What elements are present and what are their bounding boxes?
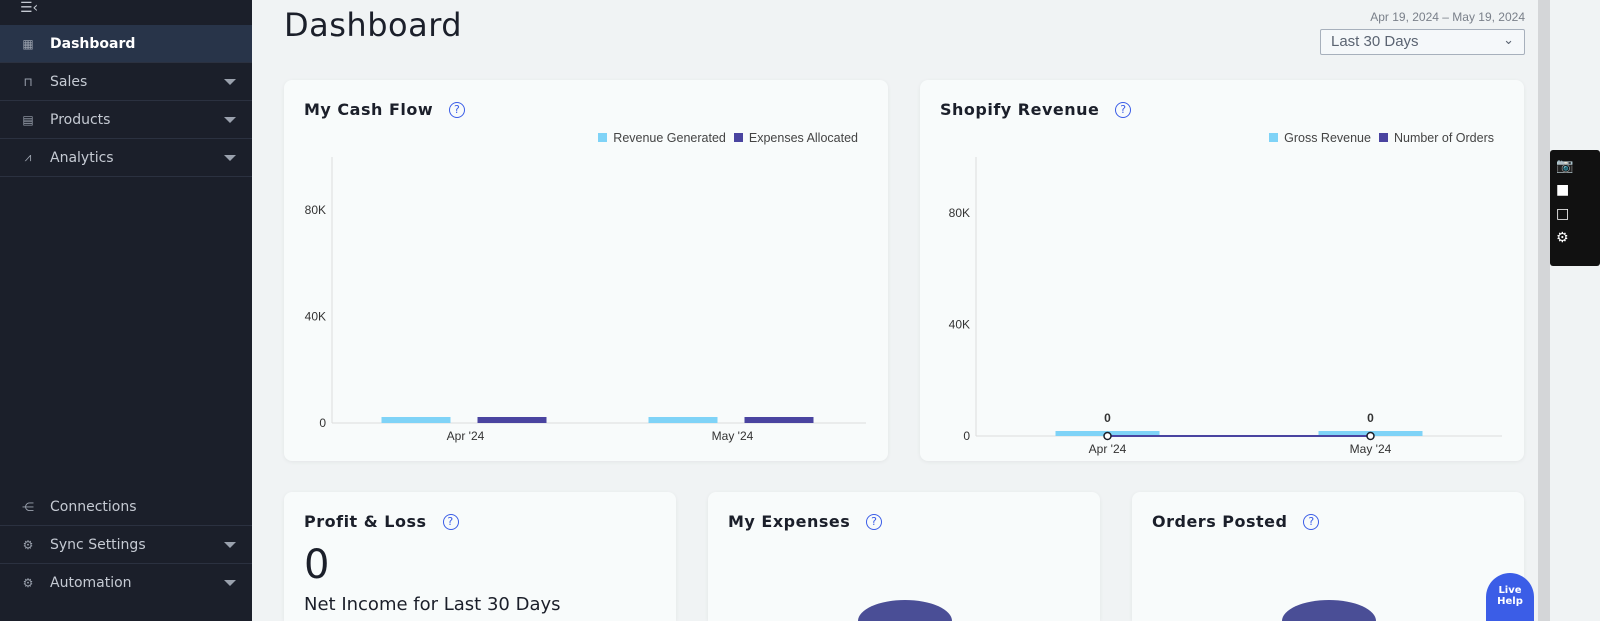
box-icon: ▤: [22, 112, 34, 127]
y-tick-label: 80K: [305, 203, 326, 217]
sidebar-item-automation[interactable]: ⚙ Automation: [0, 564, 252, 602]
bag-icon: ⊓: [23, 74, 33, 89]
y-tick-label: 0: [963, 429, 970, 443]
grid-icon: ▦: [22, 36, 34, 51]
sidebar-item-sync-settings[interactable]: ⚙ Sync Settings: [0, 526, 252, 564]
caret-down-icon: [224, 541, 236, 548]
net-income-label: Net Income for Last 30 Days: [304, 594, 561, 615]
automation-icon: ⚙: [22, 576, 34, 590]
date-range: Apr 19, 2024 – May 19, 2024: [1370, 10, 1525, 24]
y-tick-label: 80K: [949, 206, 970, 220]
bar: [648, 417, 718, 423]
sidebar-item-label: Connections: [50, 498, 137, 515]
bar: [381, 417, 451, 423]
data-label: 0: [1367, 411, 1374, 425]
shopify-revenue-chart: 0 40K 80K Apr '24 0 May '24 0: [949, 157, 1502, 456]
sidebar-item-label: Analytics: [50, 149, 114, 166]
shopify-revenue-card: Shopify Revenue? Gross Revenue Number of…: [920, 80, 1524, 461]
x-tick-label: Apr '24: [1089, 442, 1127, 456]
bar: [477, 417, 547, 423]
orders-point: [1103, 431, 1112, 441]
legend-item[interactable]: Revenue Generated: [598, 131, 726, 145]
x-tick-label: May '24: [1350, 442, 1392, 456]
legend-item[interactable]: Number of Orders: [1378, 131, 1494, 145]
legend-item[interactable]: Expenses Allocated: [733, 131, 858, 145]
chart-legend: Revenue Generated Expenses Allocated: [598, 131, 858, 145]
profit-loss-card: Profit & Loss? 0 Net Income for Last 30 …: [284, 492, 676, 621]
sidebar-item-products[interactable]: ▤ Products: [0, 101, 252, 139]
caret-down-icon: [224, 580, 236, 586]
help-icon[interactable]: ?: [442, 513, 459, 530]
window-icon[interactable]: □: [1556, 206, 1570, 222]
page-title: Dashboard: [284, 6, 463, 44]
sidebar-item-label: Sync Settings: [50, 536, 146, 553]
cash-flow-card: My Cash Flow? Revenue Generated Expenses…: [284, 80, 888, 461]
caret-down-icon: [224, 78, 236, 85]
x-tick-label: May '24: [712, 429, 754, 443]
chart-line-icon: ⩘: [24, 150, 32, 164]
capture-toolbar: 📷 ■ □ ⚙: [1550, 150, 1600, 266]
sidebar-item-sales[interactable]: ⊓ Sales: [0, 63, 252, 101]
sidebar: ☰‹ ▦ Dashboard ⊓ Sales ▤ Products ⩘ Analytic…: [0, 0, 252, 621]
connections-icon: ⋲: [22, 499, 34, 514]
video-icon[interactable]: ■: [1556, 182, 1570, 198]
card-title: Orders Posted: [1152, 512, 1288, 531]
card-title: My Expenses: [728, 512, 851, 531]
orders-point: [1366, 431, 1375, 441]
caret-down-icon: [224, 154, 236, 161]
y-tick-label: 40K: [949, 317, 970, 331]
live-help-button[interactable]: Live Help: [1486, 573, 1534, 621]
cash-flow-chart: 0 40K 80K Apr '24 May '24: [305, 157, 866, 443]
sidebar-item-analytics[interactable]: ⩘ Analytics: [0, 139, 252, 177]
legend-item[interactable]: Gross Revenue: [1269, 131, 1371, 145]
sidebar-item-label: Automation: [50, 575, 132, 591]
sidebar-item-label: Products: [50, 111, 111, 128]
period-select-value: Last 30 Days: [1331, 33, 1419, 50]
card-title: Shopify Revenue: [940, 100, 1100, 119]
main-header: Dashboard: [252, 0, 1600, 60]
camera-icon[interactable]: 📷: [1556, 158, 1574, 174]
orders-posted-card: Orders Posted?: [1132, 492, 1524, 621]
data-label: 0: [1104, 411, 1111, 425]
period-select[interactable]: Last 30 Days ⌄: [1320, 29, 1525, 55]
y-tick-label: 40K: [305, 310, 326, 324]
expenses-donut-chart: [858, 600, 952, 621]
bar: [744, 417, 814, 423]
x-tick-label: Apr '24: [447, 429, 485, 443]
chart-legend: Gross Revenue Number of Orders: [1269, 131, 1494, 145]
collapse-menu-icon[interactable]: ☰‹: [20, 0, 39, 16]
chevron-down-icon: ⌄: [1503, 32, 1514, 47]
sidebar-item-connections[interactable]: ⋲ Connections: [0, 488, 252, 526]
expenses-card: My Expenses?: [708, 492, 1100, 621]
caret-down-icon: [224, 116, 236, 123]
help-icon[interactable]: ?: [1303, 513, 1320, 530]
sidebar-item-label: Dashboard: [50, 35, 136, 52]
sidebar-item-label: Sales: [50, 73, 88, 90]
net-income-value: 0: [304, 542, 330, 588]
scrollbar[interactable]: [1538, 0, 1550, 621]
card-title: My Cash Flow: [304, 100, 434, 119]
card-title: Profit & Loss: [304, 512, 427, 531]
settings-icon[interactable]: ⚙: [1556, 230, 1569, 246]
orders-donut-chart: [1282, 600, 1376, 621]
y-tick-label: 0: [319, 416, 326, 430]
help-icon[interactable]: ?: [866, 513, 883, 530]
gear-icon: ⚙: [22, 537, 34, 552]
help-icon[interactable]: ?: [1115, 101, 1132, 118]
help-icon[interactable]: ?: [449, 101, 466, 118]
sidebar-item-dashboard[interactable]: ▦ Dashboard: [0, 25, 252, 63]
